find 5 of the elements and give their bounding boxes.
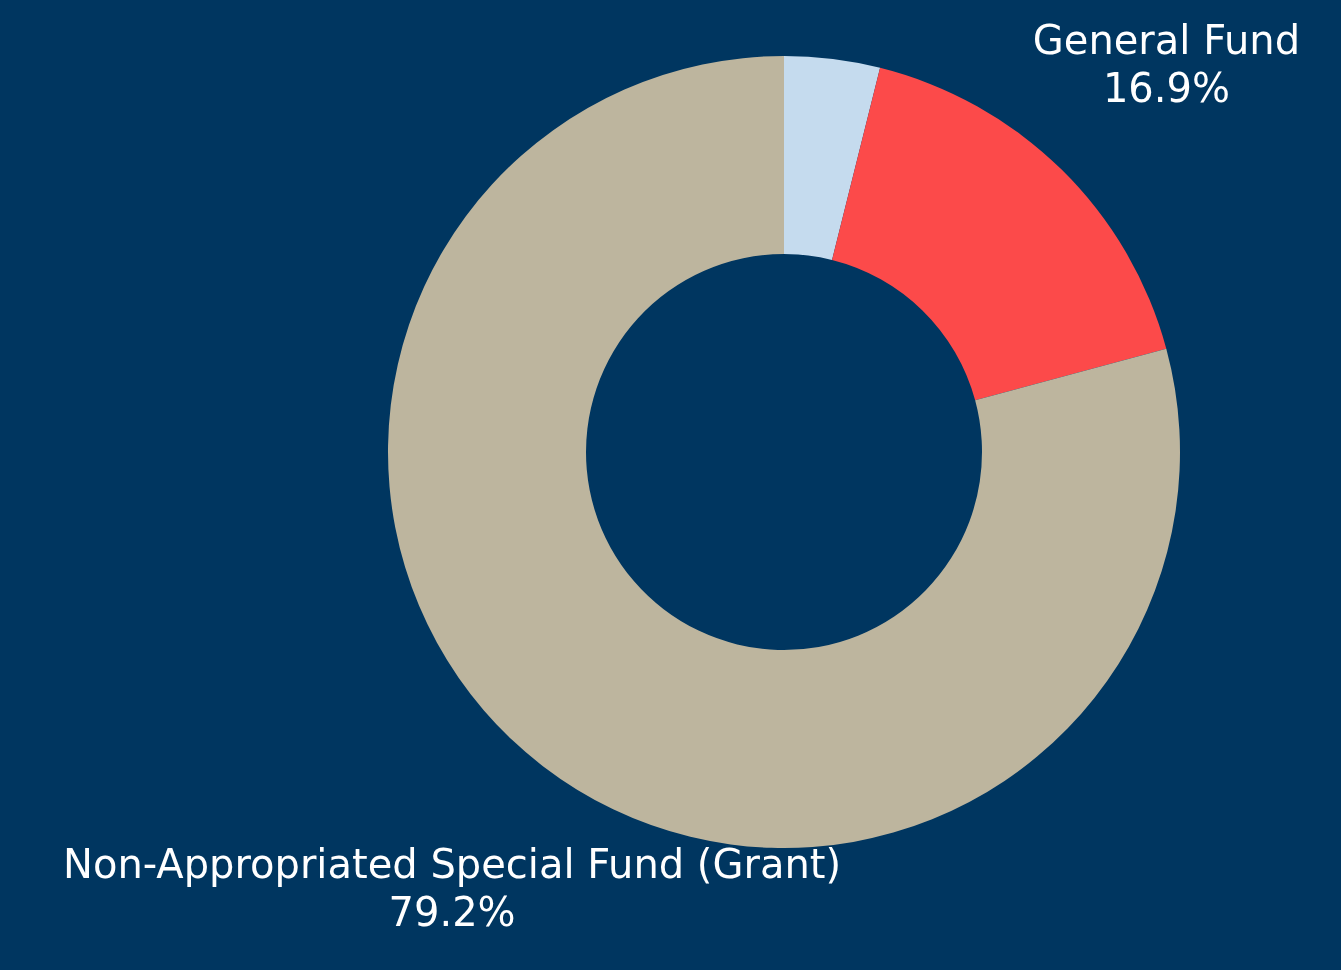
donut-slice — [784, 56, 881, 260]
slice-label: General Fund — [1032, 17, 1301, 64]
data-label: 16.9% — [1102, 65, 1230, 112]
data-label: 79.2% — [388, 888, 516, 935]
slice-label: Non-Appropriated Special Fund (Grant) — [63, 840, 842, 887]
